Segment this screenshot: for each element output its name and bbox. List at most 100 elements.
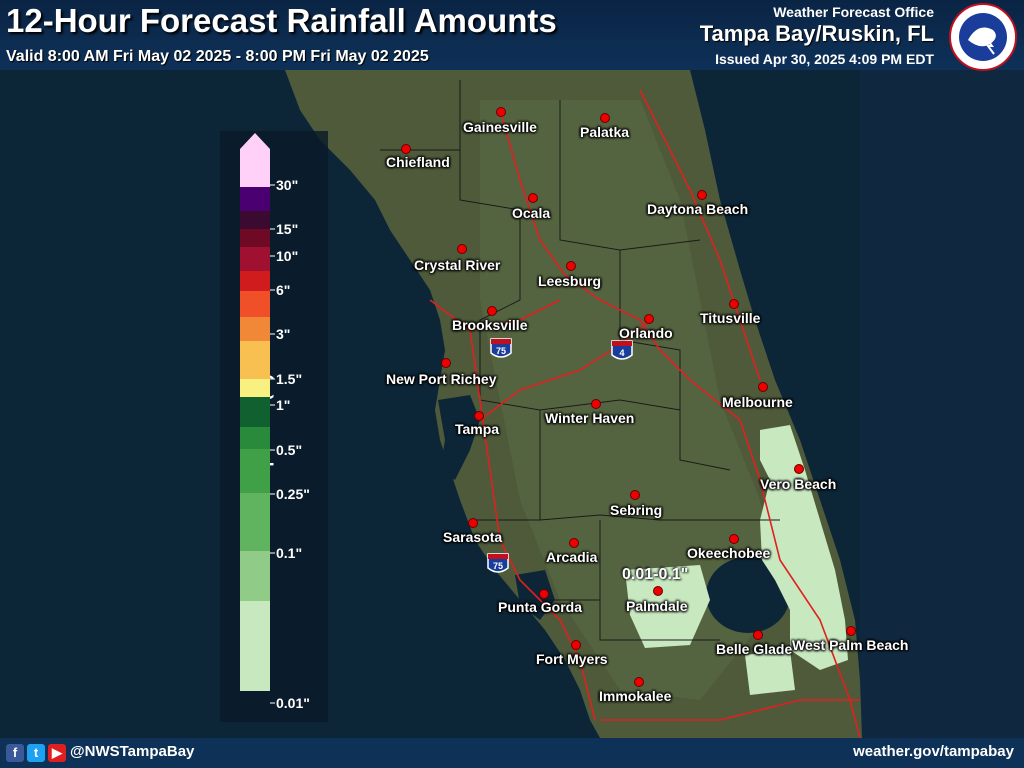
legend-swatch [240, 247, 270, 271]
precipitation-legend: Precipitation (in) 30"15"10"6"3"1.5"1"0.… [220, 131, 328, 722]
city-label: New Port Richey [386, 371, 497, 387]
office-region: Tampa Bay/Ruskin, FL [699, 21, 934, 46]
city-marker [794, 464, 804, 474]
city-label: Daytona Beach [647, 201, 749, 217]
legend-swatch [240, 229, 270, 247]
city-label: Palmdale [626, 598, 688, 614]
legend-arrow [240, 133, 270, 149]
interstate-75-shield: 75 [490, 338, 512, 358]
city-marker [474, 411, 484, 421]
legend-swatch [240, 291, 270, 317]
city-label: Palatka [580, 124, 630, 140]
city-marker [653, 586, 663, 596]
nws-logo-icon [949, 3, 1017, 71]
legend-label: 0.01" [276, 695, 310, 711]
legend-swatch [240, 187, 270, 211]
legend-swatches [240, 149, 270, 691]
legend-label: 15" [276, 221, 298, 237]
legend-colorbar: 30" 15" 10" 6" 3" 1.5" 1" 0.5" 0.25" 0.1" 0.01" [240, 133, 310, 711]
tampa-bay [438, 395, 480, 480]
interstate-75-south-label: 75 [493, 561, 503, 571]
legend-swatch [240, 211, 270, 229]
city-marker [600, 113, 610, 123]
interstate-75-south-shield: 75 [487, 553, 509, 573]
twitter-icon[interactable]: t [27, 744, 45, 762]
city-label: Chiefland [386, 154, 450, 170]
legend-swatch [240, 271, 270, 291]
legend-label: 1.5" [276, 371, 302, 387]
city-label: Crystal River [414, 257, 501, 273]
legend-swatch [240, 551, 270, 601]
legend-swatch [240, 601, 270, 691]
city-marker [758, 382, 768, 392]
issued-time: Issued Apr 30, 2025 4:09 PM EDT [715, 51, 934, 67]
county-boundaries [380, 80, 780, 641]
city-label: Sarasota [443, 529, 503, 545]
city-marker [571, 640, 581, 650]
interstate-75-label: 75 [496, 346, 506, 356]
light-rain-area-east [760, 425, 848, 670]
city-label: Sebring [610, 502, 663, 518]
city-marker [468, 518, 478, 528]
interstate-4-shield: 4 [611, 340, 633, 360]
city-label: Winter Haven [545, 410, 635, 426]
interstate-4-label: 4 [619, 348, 624, 358]
city-marker [566, 261, 576, 271]
city-marker [846, 626, 856, 636]
city-marker [496, 107, 506, 117]
legend-swatch [240, 379, 270, 397]
city-label: Punta Gorda [498, 599, 583, 615]
city-marker [441, 358, 451, 368]
city-label: Fort Myers [536, 651, 608, 667]
header-bar: 12-Hour Forecast Rainfall Amounts Valid … [0, 0, 1024, 71]
page-title: 12-Hour Forecast Rainfall Amounts [6, 2, 557, 39]
city-marker [401, 144, 411, 154]
city-label: Ocala [512, 205, 551, 221]
legend-label: 0.1" [276, 545, 302, 561]
city-label: Okeechobee [687, 545, 771, 561]
city-label: Melbourne [722, 394, 793, 410]
city-marker [487, 306, 497, 316]
city-label: West Palm Beach [792, 637, 909, 653]
city-marker [644, 314, 654, 324]
youtube-icon[interactable]: ▶ [48, 744, 66, 762]
legend-labels: 30" 15" 10" 6" 3" 1.5" 1" 0.5" 0.25" 0.1" 0.01" [270, 177, 310, 711]
city-label: Brooksville [452, 317, 528, 333]
lake-okeechobee [706, 557, 790, 633]
legend-swatch [240, 427, 270, 449]
city-label: Gainesville [463, 119, 537, 135]
legend-swatch [240, 449, 270, 493]
legend-label: 6" [276, 282, 290, 298]
city-marker [539, 589, 549, 599]
city-marker [630, 490, 640, 500]
legend-label: 3" [276, 326, 290, 342]
office-label: Weather Forecast Office [773, 4, 934, 20]
rainfall-annotation: 0.01-0.1" [622, 566, 689, 583]
legend-label: 0.25" [276, 486, 310, 502]
website-link[interactable]: weather.gov/tampabay [853, 743, 1014, 760]
legend-swatch [240, 493, 270, 551]
city-label: Titusville [700, 310, 761, 326]
city-marker [753, 630, 763, 640]
valid-time: Valid 8:00 AM Fri May 02 2025 - 8:00 PM … [6, 48, 429, 65]
social-icons: f t ▶ [6, 744, 66, 762]
legend-swatch [240, 317, 270, 341]
legend-swatch [240, 397, 270, 427]
legend-label: 1" [276, 397, 290, 413]
city-marker [634, 677, 644, 687]
city-label: Leesburg [538, 273, 602, 289]
legend-swatch [240, 341, 270, 379]
city-marker [729, 299, 739, 309]
footer-bar: f t ▶ @NWSTampaBay weather.gov/tampabay [0, 738, 1024, 768]
social-handle[interactable]: @NWSTampaBay [70, 743, 195, 760]
city-marker [457, 244, 467, 254]
city-label: Orlando [619, 325, 673, 341]
land-texture [480, 100, 780, 700]
legend-label: 0.5" [276, 442, 302, 458]
facebook-icon[interactable]: f [6, 744, 24, 762]
atlantic-water [860, 0, 1024, 768]
legend-label: 30" [276, 177, 298, 193]
city-marker [591, 399, 601, 409]
